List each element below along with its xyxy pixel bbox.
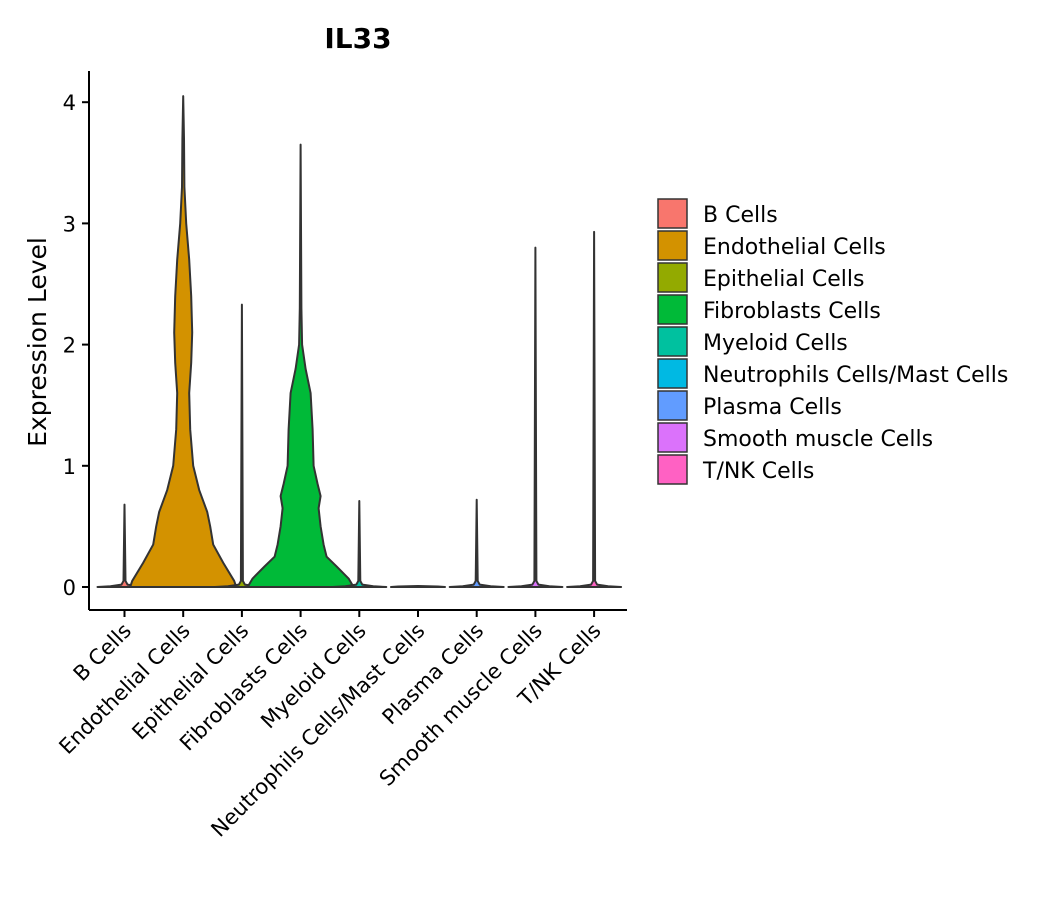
violin-plasma-cells [448, 498, 505, 588]
y-tick-label: 0 [63, 576, 76, 600]
y-axis-label: Expression Level [23, 237, 52, 447]
legend-swatch [657, 326, 688, 357]
legend-swatch [657, 358, 688, 389]
legend-swatch [657, 422, 688, 453]
violin-t-nk-cells [566, 230, 623, 588]
violin-epithelial-cells [213, 303, 270, 588]
y-tick-label: 1 [63, 455, 76, 479]
violin-smooth-muscle-cells [507, 246, 564, 588]
legend-swatch [657, 262, 688, 293]
x-tick-label: Neutrophils Cells/Mast Cells [206, 619, 429, 842]
x-tick-label: Plasma Cells [378, 619, 489, 730]
y-tick-label: 4 [63, 91, 76, 115]
violin-myeloid-cells [331, 499, 388, 588]
y-tick-label: 3 [63, 212, 76, 236]
y-tick-label: 2 [63, 334, 76, 358]
legend-swatch [657, 198, 688, 229]
x-tick-label: Myeloid Cells [256, 619, 371, 734]
violin-endothelial-cells [129, 95, 238, 588]
legend-swatch [657, 390, 688, 421]
legend-label: Fibroblasts Cells [703, 299, 881, 324]
legend-swatch [657, 230, 688, 261]
legend-swatch [657, 454, 688, 485]
legend-swatch [657, 294, 688, 325]
legend-label: T/NK Cells [702, 459, 814, 484]
chart-title: IL33 [324, 22, 391, 55]
violin-fibroblasts-cells [246, 143, 355, 588]
legend-label: Endothelial Cells [703, 235, 886, 260]
violin-neutrophils-cells-mast-cells [390, 585, 446, 588]
legend-label: Smooth muscle Cells [703, 427, 933, 452]
legend-label: Plasma Cells [703, 395, 842, 420]
legend-label: B Cells [703, 203, 778, 228]
plot-area [96, 95, 623, 588]
legend: B Cells Endothelial Cells Epithelial Cells… [657, 198, 1008, 485]
legend-label: Neutrophils Cells/Mast Cells [703, 363, 1008, 388]
legend-label: Myeloid Cells [703, 331, 848, 356]
legend-label: Epithelial Cells [703, 267, 864, 292]
